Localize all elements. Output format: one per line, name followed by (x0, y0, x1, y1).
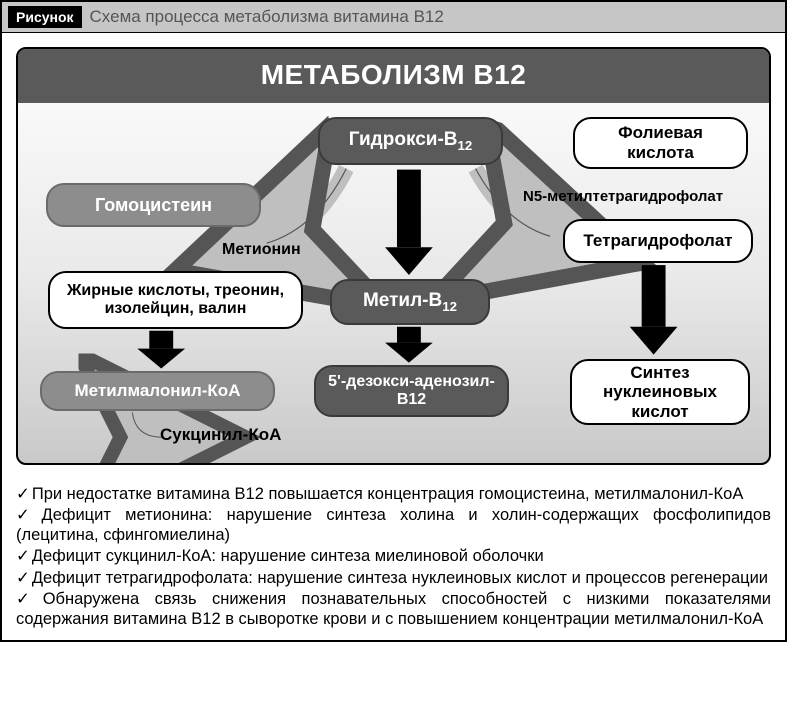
node-hydroxy-b12: Гидрокси-В12 (318, 117, 503, 165)
node-homocysteine: Гомоцистеин (46, 183, 261, 227)
bullet-item: ✓Обнаружена связь снижения познавательны… (16, 589, 771, 629)
bullet-item: ✓Дефицит сукцинил-КоА: нарушение синтеза… (16, 546, 771, 566)
figure-caption: Схема процесса метаболизма витамина В12 (90, 7, 444, 27)
node-methyl-b12: Метил-В12 (330, 279, 490, 325)
node-methyl-b12-label: Метил-В12 (363, 290, 457, 314)
check-icon: ✓ (16, 590, 41, 608)
bullet-text: Обнаружена связь снижения познавательных… (16, 590, 771, 628)
bullet-text: Дефицит метионина: нарушение синтеза хол… (16, 506, 771, 544)
check-icon: ✓ (16, 547, 30, 565)
bullet-item: ✓Дефицит тетрагидрофолата: нарушение син… (16, 568, 771, 588)
node-nucleic-synthesis-label: Синтез нуклеиновых кислот (582, 363, 738, 422)
block-arrow-hydroxy-methyl (385, 170, 433, 275)
block-arrow-fatty-mma (137, 331, 185, 369)
node-hydroxy-b12-label: Гидрокси-В12 (349, 129, 473, 153)
bullet-text: Дефицит тетрагидрофолата: нарушение синт… (32, 569, 768, 587)
bullet-item: ✓При недостатке витамина В12 повышается … (16, 484, 771, 504)
check-icon: ✓ (16, 506, 40, 524)
figure-header: Рисунок Схема процесса метаболизма витам… (2, 2, 785, 33)
block-arrow-methyl-deoxy (385, 327, 433, 363)
node-fatty-acids: Жирные кислоты, треонин, изолейцин, вали… (48, 271, 303, 329)
node-folic-acid-label: Фолиевая кислота (585, 123, 736, 162)
block-arrow-tetra-synth (630, 265, 678, 355)
bullet-text: Дефицит сукцинил-КоА: нарушение синтеза … (32, 547, 544, 565)
curve-arrow-succinyl (132, 412, 162, 437)
figure-badge: Рисунок (8, 6, 82, 28)
bullet-item: ✓Дефицит метионина: нарушение синтеза хо… (16, 505, 771, 545)
figure-container: Рисунок Схема процесса метаболизма витам… (0, 0, 787, 642)
check-icon: ✓ (16, 485, 30, 503)
node-methylmalonyl-coa: Метилмалонил-КоА (40, 371, 275, 411)
node-deoxyadenosyl-b12-label: 5'-дезокси-аденозил-В12 (326, 373, 497, 410)
node-homocysteine-label: Гомоцистеин (95, 195, 212, 216)
bullet-list: ✓При недостатке витамина В12 повышается … (2, 479, 785, 640)
node-folic-acid: Фолиевая кислота (573, 117, 748, 169)
node-fatty-acids-label: Жирные кислоты, треонин, изолейцин, вали… (60, 282, 291, 319)
check-icon: ✓ (16, 569, 30, 587)
label-methionine: Метионин (222, 241, 301, 259)
bullet-text: При недостатке витамина В12 повышается к… (32, 485, 744, 503)
node-tetrahydrofolate: Тетрагидрофолат (563, 219, 753, 263)
node-tetrahydrofolate-label: Тетрагидрофолат (583, 231, 732, 251)
curve-arrow-left (267, 169, 347, 244)
node-methylmalonyl-coa-label: Метилмалонил-КоА (75, 381, 241, 401)
node-deoxyadenosyl-b12: 5'-дезокси-аденозил-В12 (314, 365, 509, 417)
label-succinyl-coa: Сукцинил-КоА (160, 425, 281, 445)
node-nucleic-synthesis: Синтез нуклеиновых кислот (570, 359, 750, 425)
diagram-panel: МЕТАБОЛИЗМ В12 (16, 47, 771, 465)
diagram-canvas: Гидрокси-В12 Фолиевая кислота Гомоцистеи… (18, 103, 769, 463)
diagram-title: МЕТАБОЛИЗМ В12 (18, 49, 769, 103)
label-n5-methyl: N5-метилтетрагидрофолат (523, 188, 723, 205)
